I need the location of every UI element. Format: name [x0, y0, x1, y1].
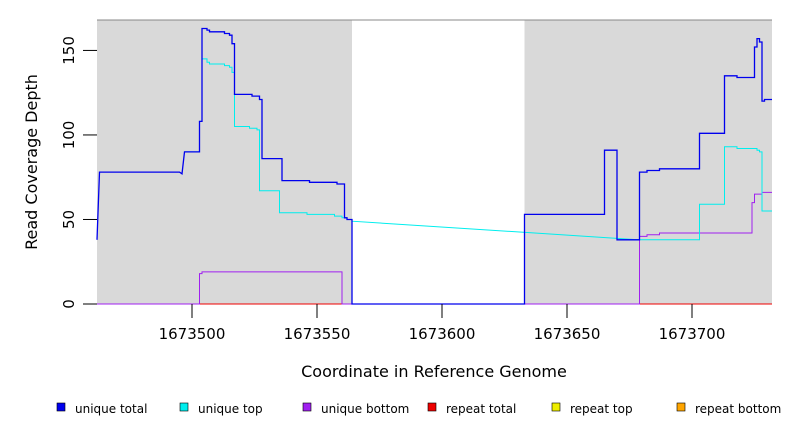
legend-swatch-unique-total — [56, 402, 66, 412]
series-line-unique-top — [184, 58, 772, 241]
legend-label-repeat-total: repeat total — [446, 402, 516, 416]
legend-label-unique-bottom: unique bottom — [321, 402, 409, 416]
legend-swatch-repeat-bottom — [676, 402, 686, 412]
series-line-unique-total — [96, 27, 772, 305]
y-tick-label: 0 — [60, 299, 78, 309]
series-layer — [96, 27, 772, 305]
y-tick-label: 100 — [60, 121, 78, 150]
gap-region — [352, 20, 525, 304]
x-tick-label: 1673650 — [534, 325, 601, 343]
x-tick-label: 1673700 — [659, 325, 726, 343]
legend: unique total unique top unique bottom repea… — [56, 402, 781, 416]
y-axis-title: Read Coverage Depth — [22, 74, 41, 250]
y-tick-label: 50 — [60, 210, 78, 229]
legend-swatch-unique-top — [179, 402, 189, 412]
series-line-unique-bottom — [97, 191, 772, 305]
x-tick-label: 1673550 — [284, 325, 351, 343]
legend-swatch-repeat-top — [551, 402, 561, 412]
legend-swatch-unique-bottom — [302, 402, 312, 412]
y-tick-label: 150 — [60, 36, 78, 65]
x-axis-title: Coordinate in Reference Genome — [301, 362, 567, 381]
y-axis: 0 50 100 150 — [60, 36, 97, 309]
legend-label-unique-top: unique top — [198, 402, 263, 416]
x-axis: 1673500 1673550 1673600 1673650 1673700 — [159, 304, 726, 343]
legend-label-repeat-top: repeat top — [570, 402, 633, 416]
x-tick-label: 1673500 — [159, 325, 226, 343]
legend-label-repeat-bottom: repeat bottom — [695, 402, 781, 416]
legend-swatch-repeat-total — [427, 402, 437, 412]
x-tick-label: 1673600 — [409, 325, 476, 343]
legend-label-unique-total: unique total — [75, 402, 147, 416]
